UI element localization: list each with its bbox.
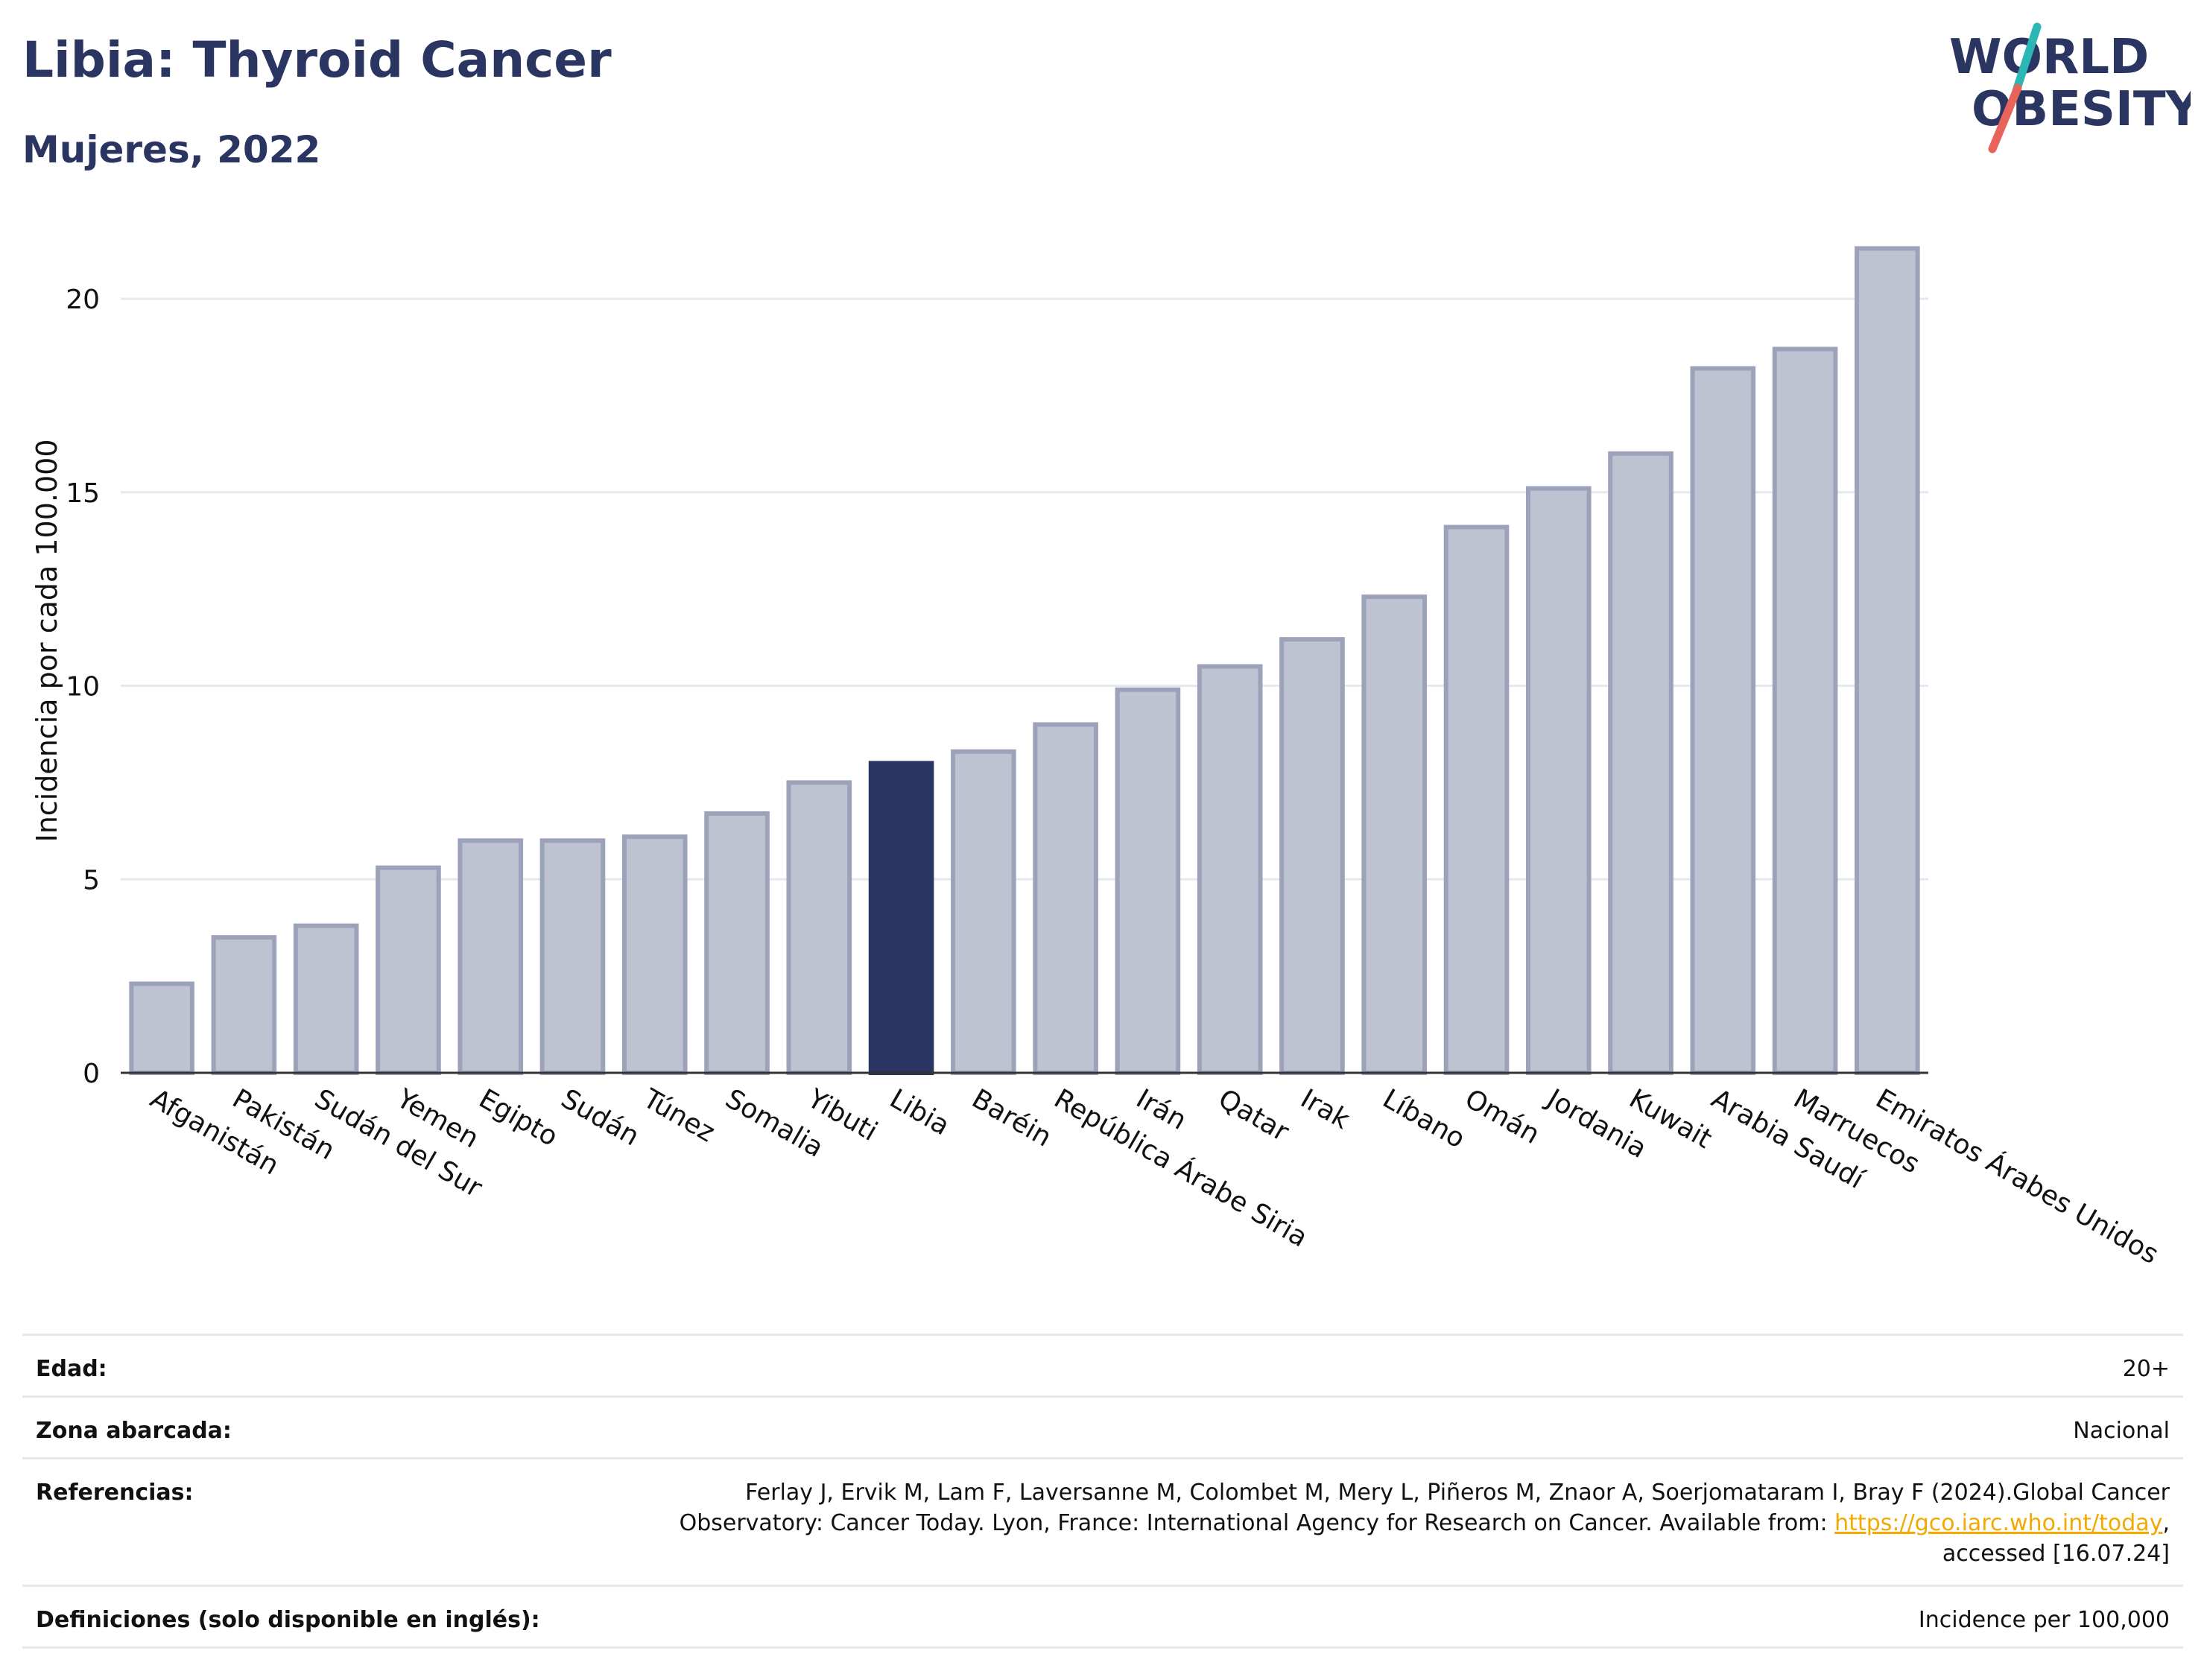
references-line-3: accessed [16.07.24] [1942, 1541, 2170, 1567]
y-axis-label: Incidencia por cada 100.000 [31, 439, 63, 842]
references-value: Ferlay J, Ervik M, Lam F, Laversanne M, … [582, 1457, 2183, 1586]
bar [1608, 451, 1673, 1075]
bar-layer [121, 246, 1928, 1076]
y-tick-labels: 0 5 10 15 20 [66, 285, 100, 1089]
x-tick-label: Líbano [1378, 1083, 1470, 1154]
x-tick-label: Irak [1295, 1083, 1355, 1135]
y-tick-label: 15 [66, 478, 100, 509]
x-tick-label: Egipto [474, 1083, 563, 1153]
x-tick-label: Qatar [1213, 1083, 1293, 1147]
bar [211, 935, 277, 1076]
bar [951, 749, 1016, 1075]
y-tick-label: 20 [66, 285, 100, 315]
bar [1115, 687, 1181, 1075]
x-tick-label: Túnez [637, 1083, 720, 1149]
x-tick-label: Omán [1460, 1083, 1545, 1150]
x-tick-label: Libia [884, 1083, 954, 1141]
area-value: Nacional [582, 1395, 2183, 1459]
definitions-value: Incidence per 100,000 [582, 1585, 2183, 1649]
bar [539, 838, 606, 1076]
y-tick-label: 0 [83, 1059, 100, 1089]
world-obesity-logo: WORLD OBESITY [1949, 22, 2191, 153]
meta-row-age: Edad: 20+ [22, 1334, 2183, 1397]
meta-row-references: Referencias: Ferlay J, Ervik M, Lam F, L… [22, 1457, 2183, 1586]
area-label: Zona abarcada: [22, 1395, 583, 1459]
chart-title: Libia: Thyroid Cancer [22, 31, 612, 89]
bar-highlighted [868, 761, 934, 1076]
definitions-label: Definiciones (solo disponible en inglés)… [22, 1585, 583, 1649]
references-line-1: Ferlay J, Ervik M, Lam F, Laversanne M, … [745, 1480, 2170, 1506]
bar [1525, 486, 1592, 1075]
logo-slash-teal [2012, 22, 2042, 95]
bar [1279, 637, 1345, 1075]
references-label: Referencias: [22, 1457, 583, 1586]
x-tick-label: Baréin [966, 1083, 1057, 1153]
metadata-table: Edad: 20+ Zona abarcada: Nacional Refere… [22, 1334, 2183, 1649]
meta-row-definitions: Definiciones (solo disponible en inglés)… [22, 1585, 2183, 1649]
bar [376, 865, 441, 1076]
bar [704, 811, 770, 1076]
references-link[interactable]: https://gco.iarc.who.int/today [1834, 1510, 2163, 1536]
references-line-2: Observatory: Cancer Today. Lyon, France:… [679, 1510, 1835, 1536]
bar [1197, 664, 1263, 1075]
chart-subtitle: Mujeres, 2022 [22, 128, 321, 171]
bar [1033, 722, 1098, 1075]
bar [1772, 346, 1838, 1076]
logo-slash-red [1988, 83, 2022, 153]
bar [293, 923, 359, 1075]
bar [1855, 246, 1920, 1076]
age-value: 20+ [582, 1334, 2183, 1397]
bar [129, 981, 194, 1076]
meta-row-area: Zona abarcada: Nacional [22, 1395, 2183, 1459]
bar [1443, 524, 1510, 1075]
x-tick-label: Sudán [556, 1083, 645, 1152]
bar [457, 838, 524, 1076]
bar [621, 834, 688, 1075]
x-tick-label: Emiratos Árabes Unidos [1870, 1083, 2164, 1270]
bar [786, 780, 852, 1075]
bar [1690, 366, 1756, 1075]
age-label: Edad: [22, 1334, 583, 1397]
bar [1361, 595, 1428, 1075]
y-tick-label: 10 [66, 672, 100, 703]
y-tick-label: 5 [83, 865, 100, 896]
logo-line-1: WORLD [1949, 30, 2149, 85]
